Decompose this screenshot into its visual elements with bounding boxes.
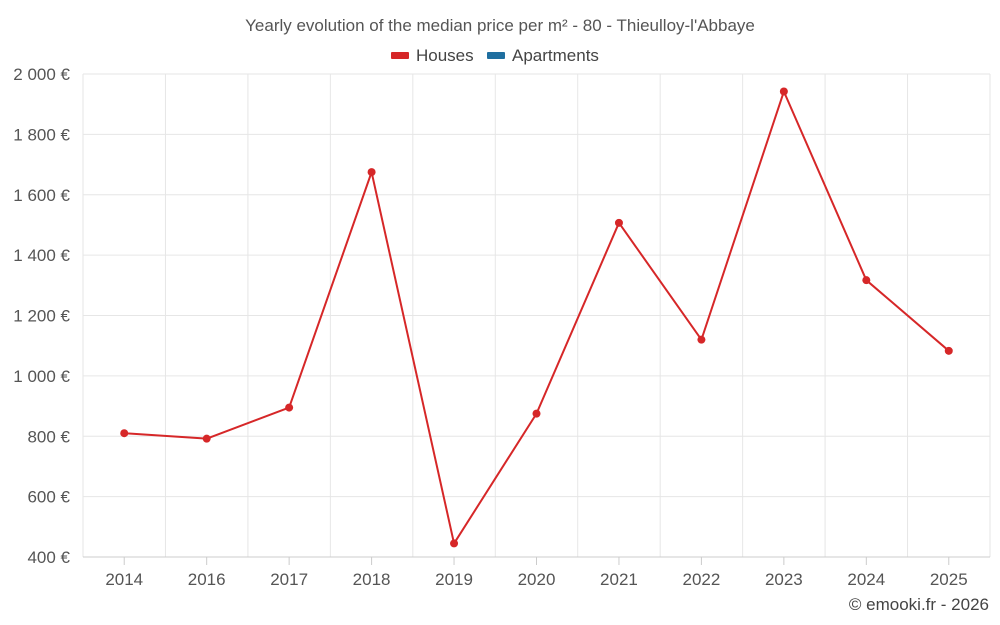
y-tick-label: 600 € [27,488,70,507]
data-point[interactable] [944,346,953,355]
y-tick-label: 1 000 € [13,367,70,386]
legend-label-apartments: Apartments [512,46,599,65]
grid [82,73,991,557]
x-axis: 2014 2016 2017 2018 2019 2020 2021 2022 2023 2024… [83,556,990,589]
y-tick-label: 1 400 € [13,246,70,265]
y-tick-label: 2 000 € [13,65,70,84]
legend-item-apartments[interactable]: Apartments [487,46,599,65]
data-point[interactable] [367,168,376,177]
data-point[interactable] [862,276,871,285]
data-point[interactable] [614,218,623,227]
chart-title: Yearly evolution of the median price per… [245,16,755,35]
data-point[interactable] [120,429,129,438]
data-point[interactable] [779,87,788,96]
y-tick-label: 800 € [27,427,70,446]
data-point[interactable] [697,335,706,344]
y-tick-label: 400 € [27,548,70,567]
x-tick-label: 2018 [353,570,391,589]
legend-swatch-apartments [487,52,505,59]
data-point[interactable] [285,403,294,412]
x-tick-label: 2021 [600,570,638,589]
y-tick-label: 1 200 € [13,307,70,326]
data-point[interactable] [532,409,541,418]
y-tick-label: 1 800 € [13,125,70,144]
legend-swatch-houses [391,52,409,59]
y-tick-label: 1 600 € [13,186,70,205]
x-tick-label: 2017 [270,570,308,589]
x-tick-label: 2019 [435,570,473,589]
legend: Houses Apartments [391,46,599,65]
data-point[interactable] [202,434,211,443]
data-point[interactable] [450,539,459,548]
x-tick-label: 2024 [847,570,885,589]
x-tick-label: 2023 [765,570,803,589]
x-tick-label: 2020 [518,570,556,589]
credit-text: © emooki.fr - 2026 [849,595,989,614]
legend-label-houses: Houses [416,46,474,65]
y-axis: 400 € 600 € 800 € 1 000 € 1 200 € 1 400 € 1 60… [13,65,70,567]
x-tick-label: 2022 [682,570,720,589]
x-tick-label: 2025 [930,570,968,589]
x-tick-label: 2016 [188,570,226,589]
legend-item-houses[interactable]: Houses [391,46,474,65]
series-houses [120,87,953,548]
x-tick-label: 2014 [105,570,143,589]
